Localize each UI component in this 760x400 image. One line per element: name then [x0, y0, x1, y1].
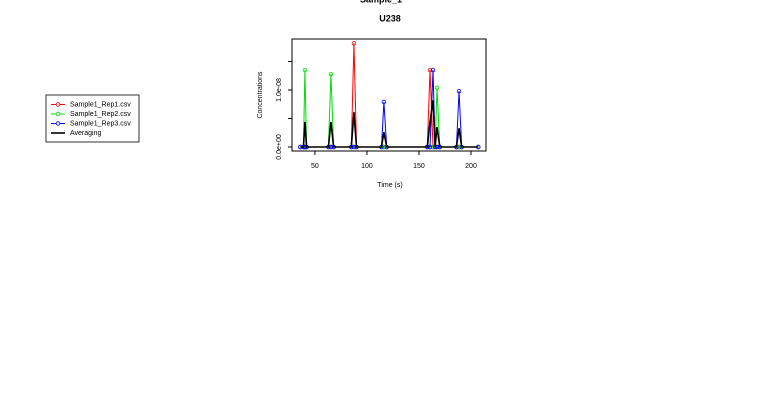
y-tick-label: 0.0e+00 [276, 134, 283, 160]
data-point [351, 144, 357, 150]
data-point [328, 71, 334, 77]
legend-marker [55, 121, 61, 126]
x-tick-label: 50 [311, 163, 319, 170]
data-point [427, 67, 433, 73]
data-point [302, 67, 308, 73]
chart-subtitle: U238 [379, 13, 401, 23]
data-point [351, 41, 357, 46]
data-point [434, 85, 440, 90]
data-point [381, 99, 387, 105]
data-point [427, 144, 433, 150]
legend-label: Sample1_Rep3.csv [70, 120, 131, 127]
x-axis-label: Time (s) [377, 182, 402, 189]
legend-marker [55, 102, 61, 107]
series-line [300, 70, 479, 148]
legend-marker [55, 111, 61, 117]
legend-label: Averaging [70, 130, 102, 137]
legend-label: Sample1_Rep2.csv [70, 111, 131, 118]
series-line [300, 70, 479, 148]
legend-label: Sample1_Rep1.csv [70, 101, 131, 108]
legend-box [45, 94, 140, 143]
x-tick-label: 100 [361, 163, 373, 170]
plot-frame [291, 38, 487, 152]
series-line [300, 43, 479, 148]
data-point [430, 67, 436, 73]
x-tick-label: 150 [413, 163, 425, 170]
chart-title: Sample_1 [360, 0, 402, 4]
x-tick-label: 200 [465, 163, 477, 170]
series-line [300, 100, 479, 148]
data-point [456, 88, 462, 94]
y-axis-label: Concentrations [257, 71, 264, 119]
y-tick-label: 1.0e-08 [276, 78, 283, 102]
